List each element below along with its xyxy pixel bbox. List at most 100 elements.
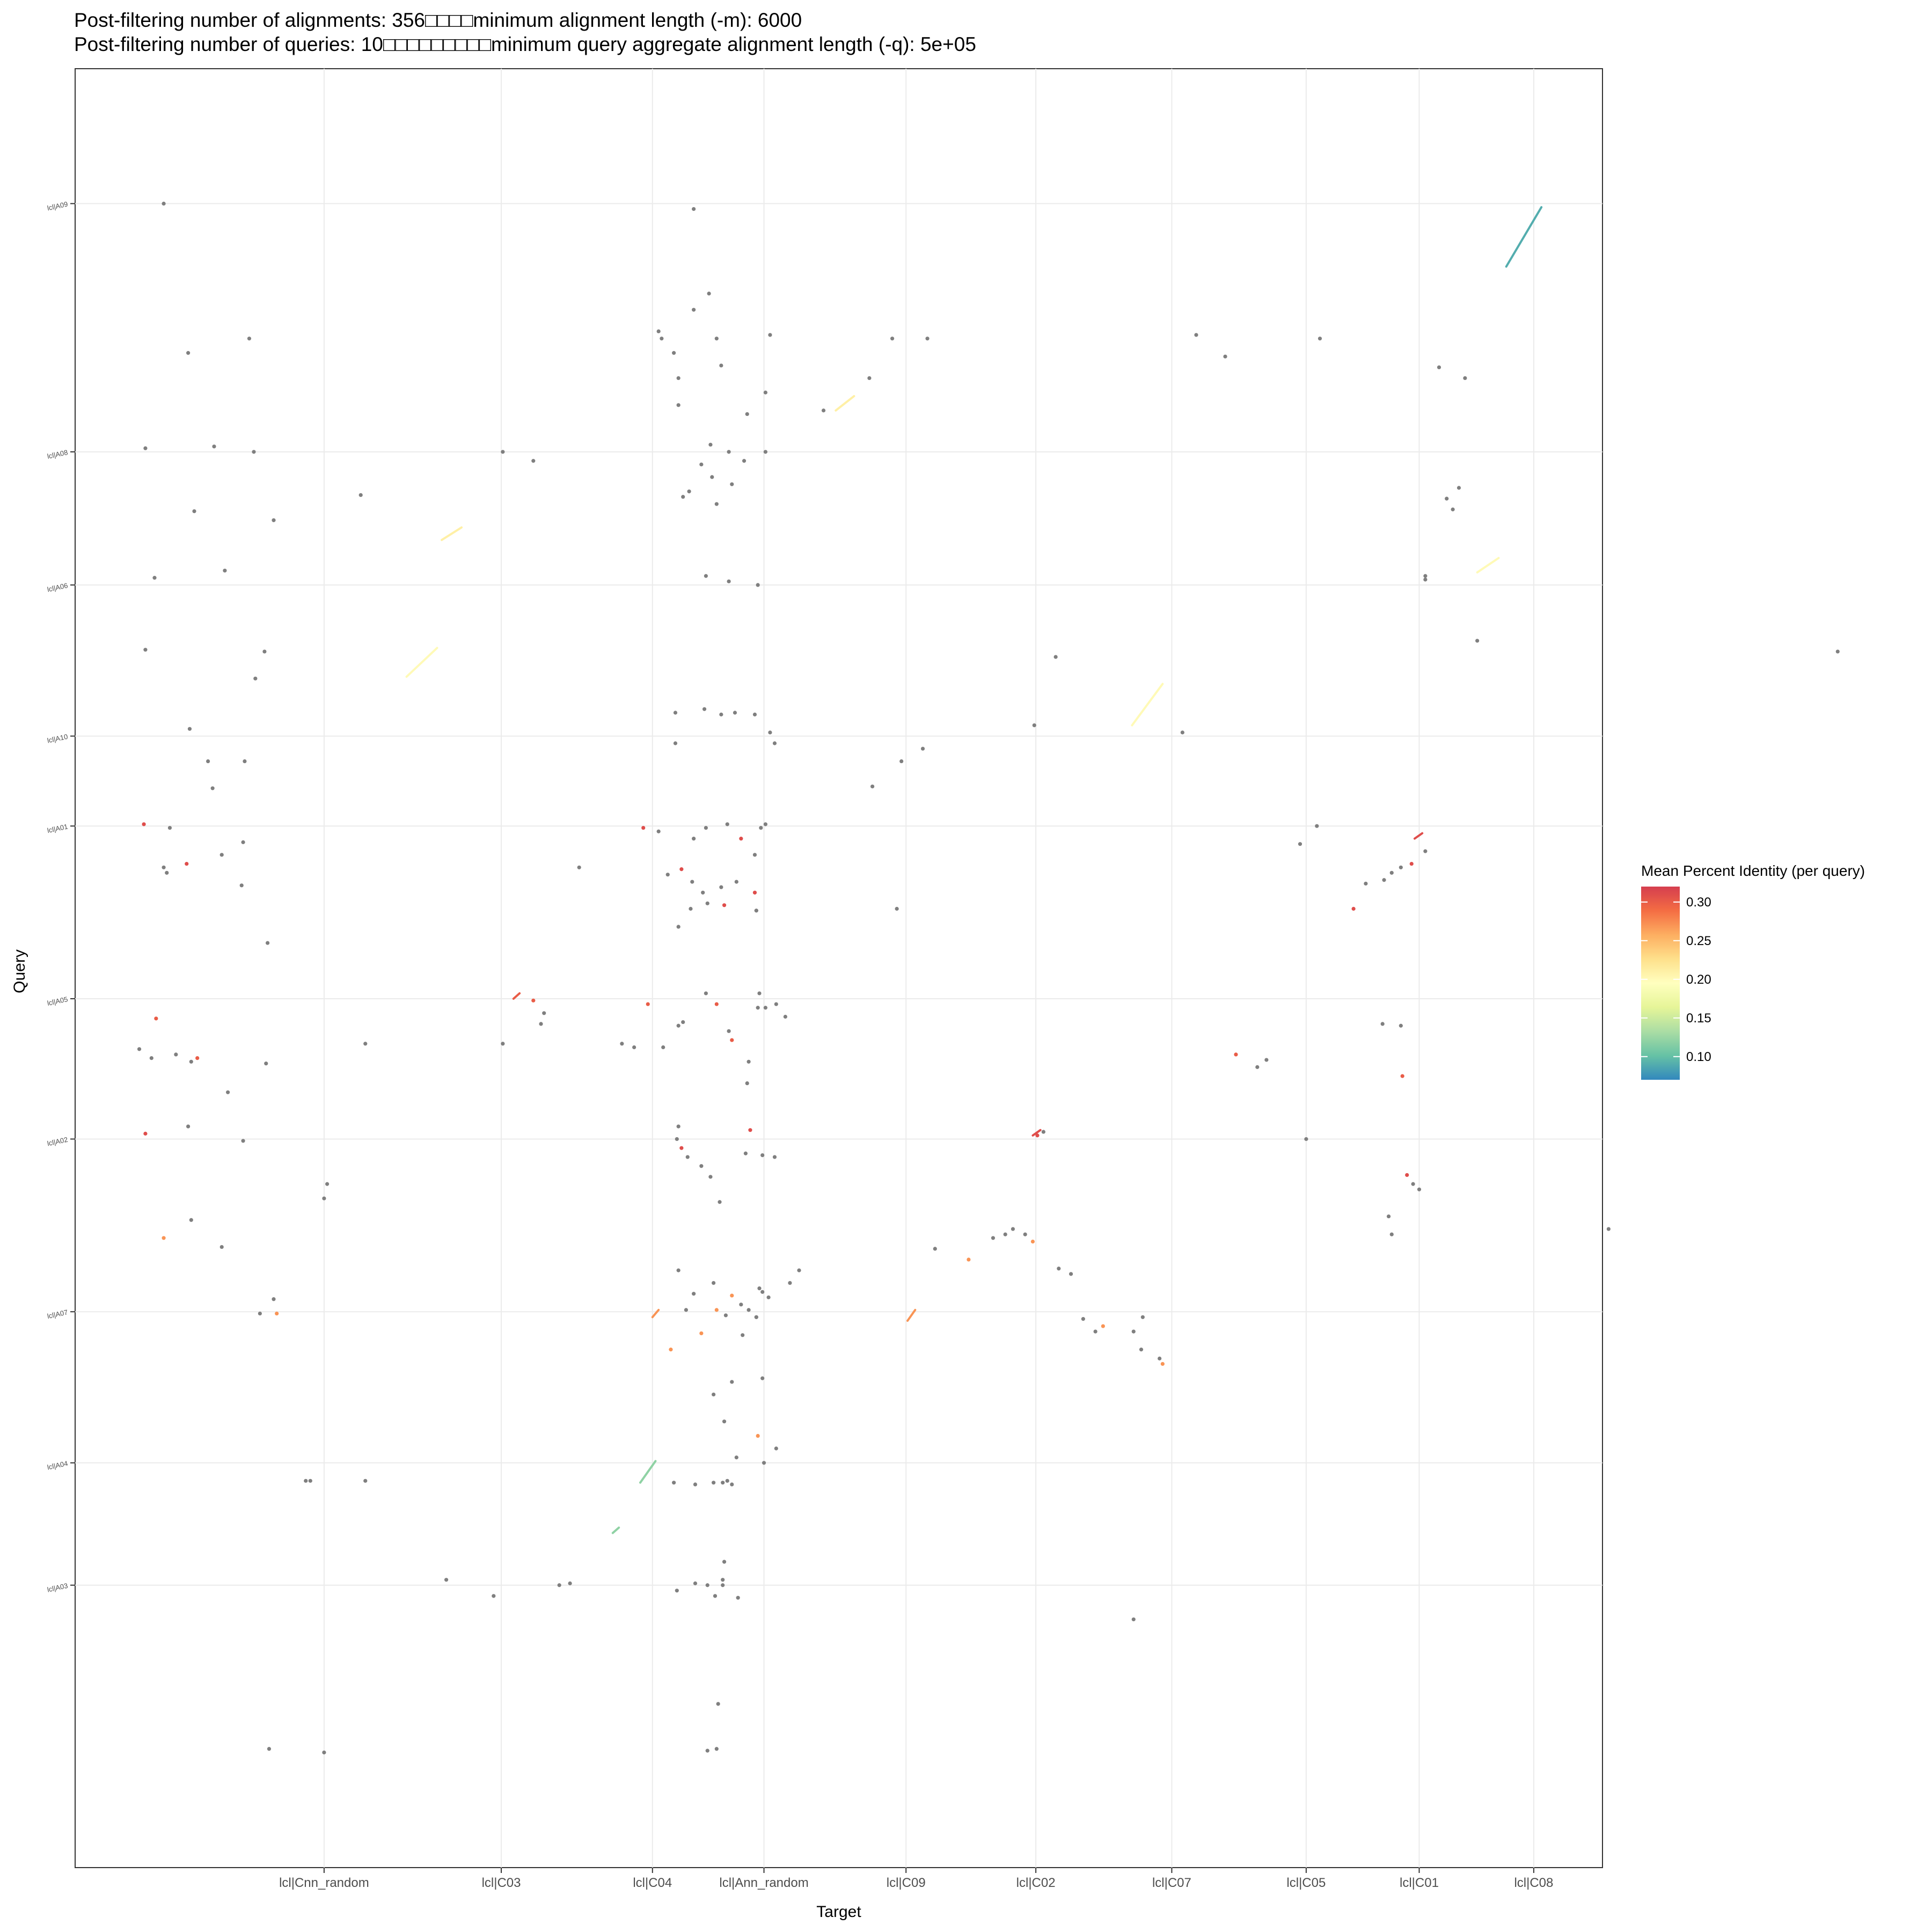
alignment-point-0-7 <box>714 336 719 341</box>
series-3 <box>187 707 925 791</box>
alignment-point-9-15 <box>705 1748 709 1753</box>
alignment-point-9-1 <box>322 1750 326 1755</box>
title-line-1: Post-filtering number of alignments: 356… <box>74 9 802 31</box>
alignment-point-6-10 <box>748 1128 752 1132</box>
alignment-point-7-9 <box>712 1281 716 1285</box>
alignment-point-4-19 <box>665 873 670 877</box>
alignment-point-0-12 <box>1223 354 1227 358</box>
alignment-point-1-5 <box>358 493 363 497</box>
alignment-point-5-31 <box>1255 1065 1260 1069</box>
legend-colorbar <box>1641 887 1680 1080</box>
alignment-point-5-17 <box>676 1023 680 1028</box>
alignment-segment-1-0 <box>441 526 463 541</box>
series-8 <box>304 1460 734 1534</box>
alignment-segment-5-0 <box>512 992 521 1000</box>
legend: Mean Percent Identity (per query) 0.100.… <box>1641 862 1865 1080</box>
alignment-point-6-12 <box>772 1155 777 1159</box>
alignment-point-5-16 <box>661 1045 665 1050</box>
alignment-point-7-39 <box>1011 1227 1015 1231</box>
alignment-point-0-9 <box>890 336 895 341</box>
alignment-point-5-20 <box>714 1002 719 1006</box>
series-5 <box>137 991 1404 1094</box>
series-0 <box>162 201 1543 416</box>
alignment-point-4-2 <box>241 840 245 844</box>
alignment-segment-2-0 <box>405 647 438 678</box>
alignment-point-8-0 <box>304 1479 308 1483</box>
alignment-point-7-32 <box>734 1455 738 1460</box>
alignment-point-7-0 <box>162 1236 166 1240</box>
legend-title: Mean Percent Identity (per query) <box>1641 862 1865 879</box>
alignment-point-5-24 <box>757 991 762 996</box>
alignment-point-3-14 <box>719 712 723 716</box>
alignment-point-5-18 <box>681 1020 685 1024</box>
y-tick-label-0: lcl|A03 <box>47 1582 69 1594</box>
alignment-segment-4-0 <box>1413 832 1424 840</box>
alignment-point-2-6 <box>704 574 708 578</box>
alignment-point-4-12 <box>692 837 696 841</box>
x-tick-label-0: lcl|Cnn_random <box>279 1876 369 1890</box>
alignment-point-5-23 <box>756 1006 760 1010</box>
alignment-point-1-11 <box>727 450 731 454</box>
alignment-point-5-15 <box>646 1002 650 1006</box>
alignment-point-6-19 <box>1411 1182 1415 1186</box>
alignment-point-5-28 <box>774 1002 778 1006</box>
alignment-point-5-22 <box>747 1059 751 1064</box>
alignment-point-5-25 <box>730 1038 734 1042</box>
alignment-point-9-11 <box>736 1596 740 1600</box>
alignment-point-4-41 <box>1423 849 1428 853</box>
alignment-point-6-15 <box>1035 1133 1040 1138</box>
alignment-point-4-28 <box>689 906 693 911</box>
alignment-point-5-3 <box>174 1052 178 1057</box>
alignment-point-7-4 <box>272 1297 276 1301</box>
y-tick-label-5: lcl|A01 <box>47 822 69 835</box>
alignment-point-4-20 <box>679 867 684 872</box>
y-tick-layer: lcl|A03 lcl|A04 lcl|A07 lcl|A02 lcl|A05 lcl|A… <box>47 200 75 1594</box>
alignment-point-0-16 <box>692 207 696 211</box>
legend-tick-label-2: 0.20 <box>1686 972 1711 987</box>
alignment-point-8-2 <box>363 1479 368 1483</box>
y-tick-label-9: lcl|A09 <box>47 200 69 213</box>
alignment-point-0-6 <box>692 308 696 312</box>
alignment-point-1-9 <box>699 462 704 467</box>
alignment-point-4-21 <box>690 880 694 884</box>
alignment-point-1-1 <box>212 444 216 449</box>
alignment-point-6-20 <box>1405 1173 1409 1177</box>
alignment-point-7-43 <box>1081 1317 1085 1321</box>
alignment-point-0-3 <box>676 376 680 380</box>
grid-layer <box>75 69 1602 1868</box>
alignment-segment-0-0 <box>1505 206 1543 268</box>
alignment-point-0-23 <box>660 336 664 341</box>
alignment-point-7-29 <box>722 1419 727 1424</box>
alignment-point-6-23 <box>1606 1227 1611 1231</box>
alignment-point-0-11 <box>1194 333 1198 337</box>
alignment-point-8-5 <box>712 1481 716 1485</box>
alignment-point-6-9 <box>743 1151 748 1155</box>
alignment-point-7-13 <box>760 1290 765 1294</box>
alignment-point-6-7 <box>708 1175 713 1179</box>
alignment-point-7-37 <box>1003 1232 1007 1236</box>
alignment-point-4-39 <box>1399 865 1403 869</box>
alignment-point-7-26 <box>712 1392 716 1397</box>
alignment-point-4-32 <box>895 906 899 911</box>
alignment-point-4-29 <box>705 901 709 905</box>
alignment-point-2-2 <box>223 568 227 573</box>
alignment-point-6-13 <box>676 1124 680 1129</box>
alignment-point-7-40 <box>1030 1239 1035 1244</box>
alignment-point-5-14 <box>632 1045 636 1050</box>
alignment-point-1-6 <box>531 459 536 463</box>
alignment-point-6-3 <box>325 1182 330 1186</box>
alignment-point-8-3 <box>672 1481 676 1485</box>
alignment-point-0-20 <box>763 390 767 394</box>
alignment-point-4-35 <box>1351 906 1356 911</box>
legend-tick-label-4: 0.30 <box>1686 895 1711 910</box>
alignment-point-5-30 <box>1234 1052 1238 1057</box>
x-tick-layer: lcl|Cnn_random lcl|C03 lcl|C04 lcl|Ann_rand… <box>279 1868 1553 1890</box>
y-tick-label-3: lcl|A02 <box>47 1136 69 1148</box>
alignment-point-9-0 <box>267 1747 272 1751</box>
alignment-point-9-3 <box>492 1594 496 1598</box>
alignment-point-4-22 <box>701 890 705 895</box>
alignment-point-3-10 <box>899 759 904 764</box>
alignment-point-9-8 <box>705 1583 709 1587</box>
alignment-point-4-31 <box>754 909 758 913</box>
alignment-point-3-11 <box>920 747 925 751</box>
